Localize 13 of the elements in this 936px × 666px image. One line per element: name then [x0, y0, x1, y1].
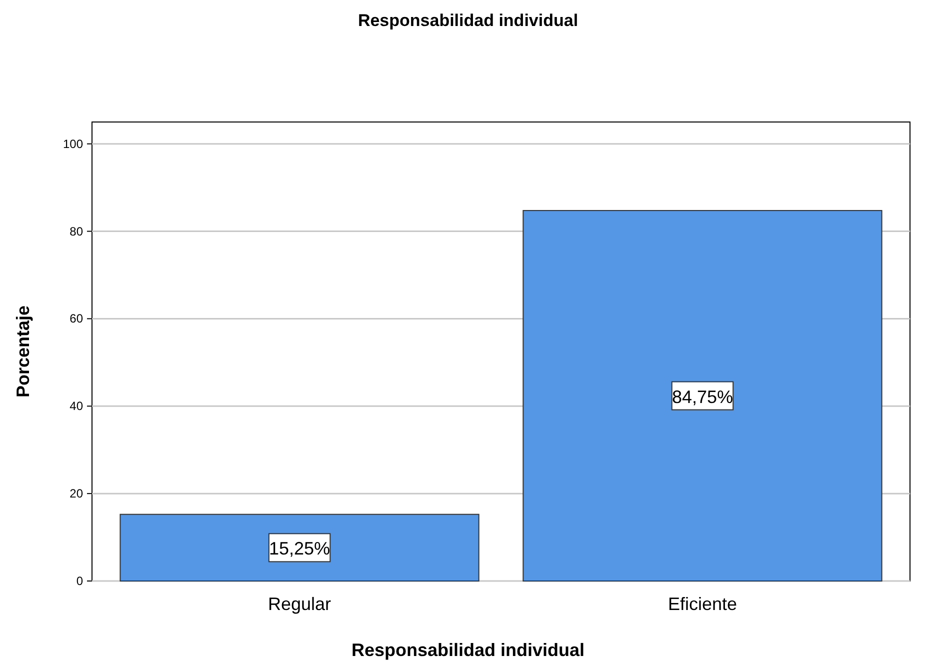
y-tick-label: 20	[70, 486, 84, 501]
x-tick-label: Eficiente	[668, 594, 737, 614]
y-tick-label: 60	[70, 312, 84, 326]
y-axis-title: Porcentaje	[13, 305, 33, 398]
data-label: 15,25%	[268, 538, 330, 559]
chart-title: Responsabilidad individual	[358, 11, 578, 30]
x-tick-label: Regular	[268, 594, 332, 614]
y-tick-label: 80	[70, 224, 84, 238]
x-axis-title: Responsabilidad individual	[351, 640, 585, 660]
y-tick-label: 100	[62, 136, 84, 151]
data-label: 84,75%	[672, 386, 734, 407]
y-tick-label: 0	[76, 574, 84, 588]
y-tick-label: 40	[70, 399, 84, 414]
